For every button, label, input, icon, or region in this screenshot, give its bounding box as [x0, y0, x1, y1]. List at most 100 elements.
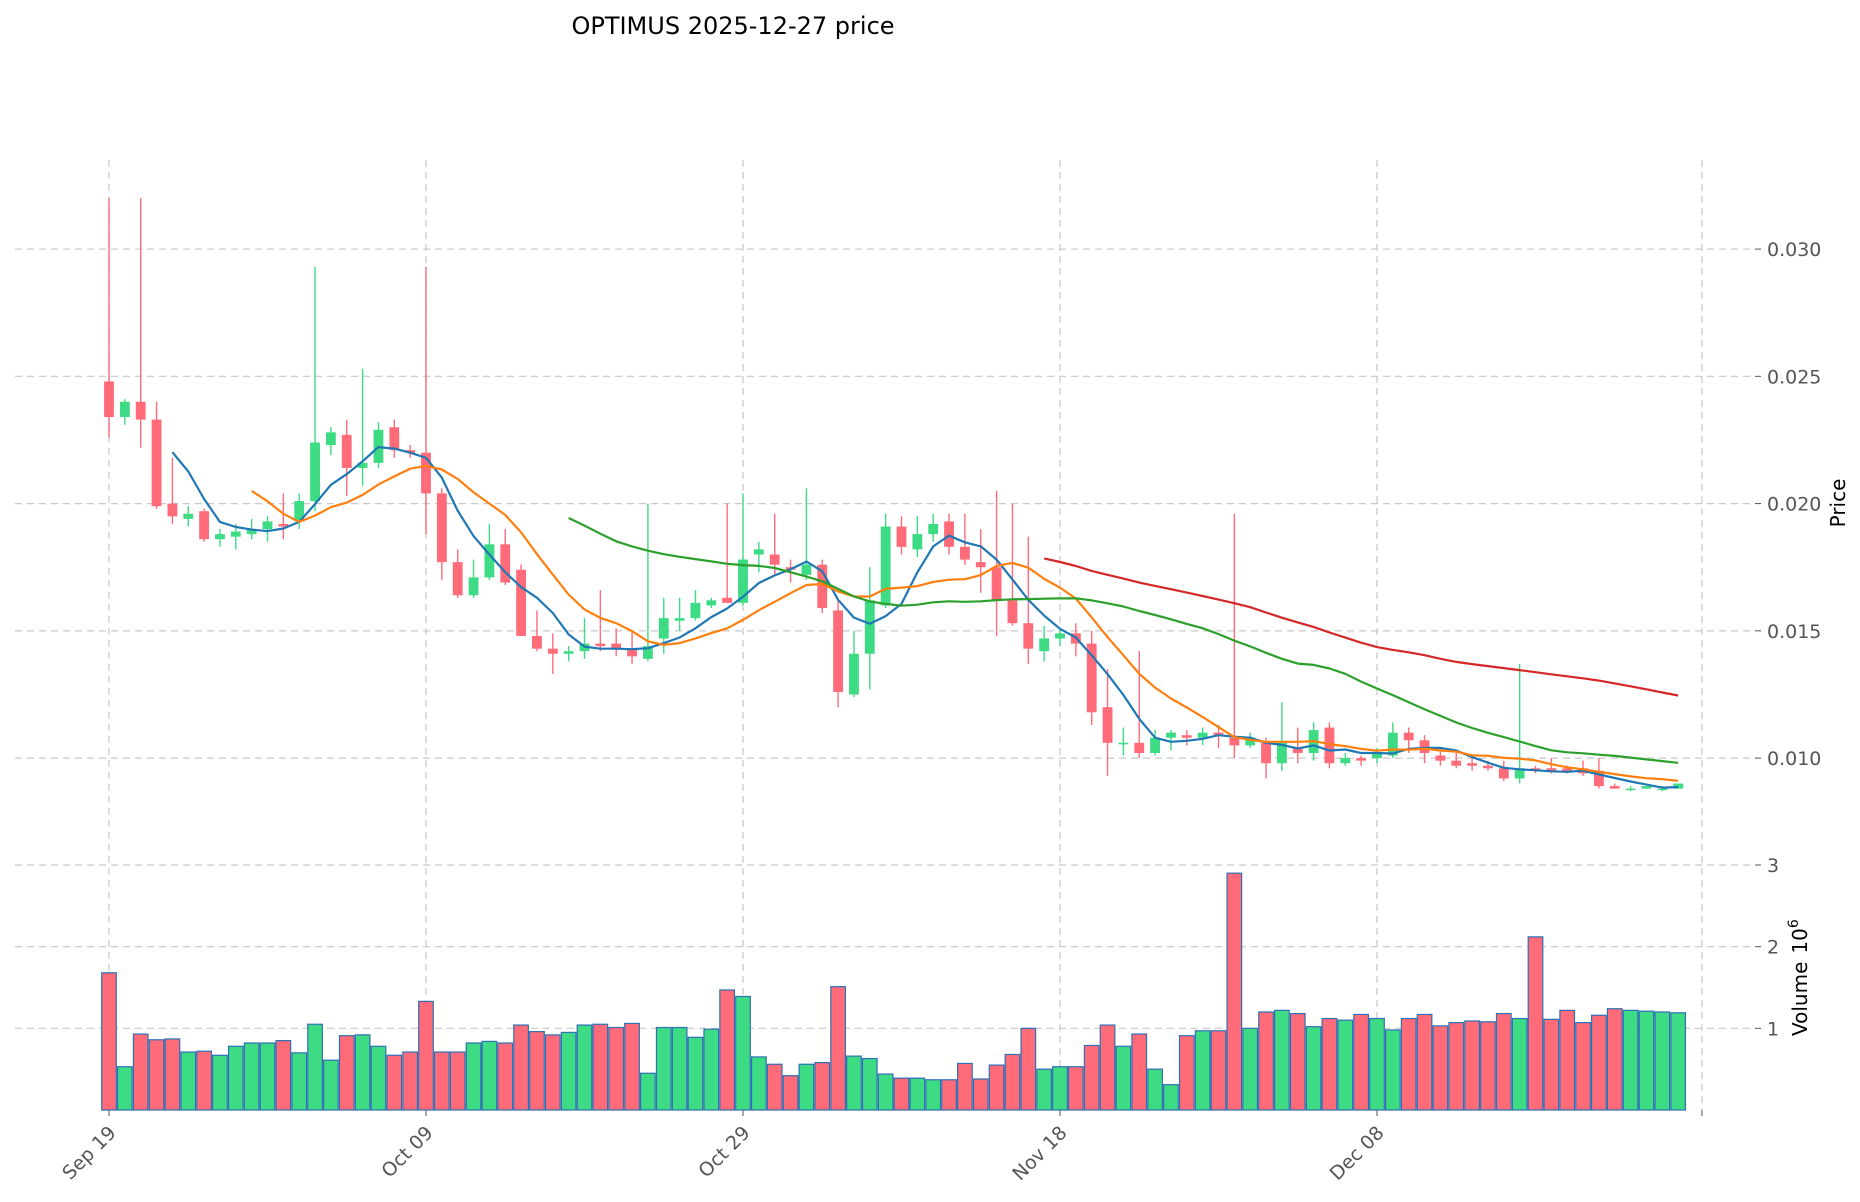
- ma-line-ma60: [1043, 557, 1679, 697]
- candle-body: [421, 452, 431, 494]
- candle-body: [389, 427, 400, 451]
- candle-body: [468, 577, 479, 596]
- candle-body: [516, 569, 527, 636]
- volume-gridlines: [15, 864, 1755, 1029]
- volume-bar: [1353, 1013, 1370, 1111]
- candle-body: [1023, 623, 1034, 649]
- volume-bar: [1400, 1017, 1417, 1111]
- volume-bar: [1052, 1066, 1068, 1111]
- candle-body: [199, 511, 210, 540]
- volume-bar: [338, 1035, 355, 1111]
- volume-bar: [909, 1077, 926, 1111]
- volume-bar: [275, 1039, 292, 1111]
- candle-body: [1276, 742, 1287, 764]
- volume-bar: [592, 1023, 609, 1111]
- candle-body: [912, 534, 923, 550]
- volume-bar: [1591, 1014, 1607, 1111]
- candle-body: [928, 523, 939, 535]
- volume-bar: [1638, 1010, 1655, 1111]
- candle-body: [611, 643, 622, 649]
- price-tick-label: 0.010: [1767, 748, 1821, 770]
- price-axis-ticks: 0.010 0.015 0.020 0.025 0.030: [1755, 239, 1821, 770]
- volume-bar: [386, 1054, 403, 1111]
- candle-body: [1435, 755, 1446, 761]
- ma-line-ma10: [251, 464, 1679, 782]
- candle-body: [817, 564, 828, 608]
- volume-bar: [1226, 872, 1243, 1111]
- candle-body: [1150, 737, 1161, 754]
- candle-body: [1419, 740, 1430, 754]
- candle-body: [880, 526, 891, 606]
- volume-bar: [1274, 1009, 1290, 1111]
- volume-bar: [323, 1059, 339, 1111]
- price-tick-label: 0.015: [1767, 621, 1821, 643]
- volume-bar: [1384, 1029, 1401, 1111]
- candle-body: [1451, 760, 1462, 766]
- volume-bar: [1067, 1066, 1084, 1111]
- candle-body: [1292, 747, 1303, 754]
- candle-body: [452, 562, 463, 596]
- candle-body: [627, 648, 637, 657]
- volume-bar: [1464, 1020, 1480, 1111]
- candle-body: [658, 618, 669, 639]
- ma-line-ma30: [568, 517, 1679, 764]
- candle-body: [1625, 788, 1636, 791]
- candle-body: [357, 462, 368, 468]
- volume-bar: [719, 989, 736, 1111]
- candle-body: [1229, 737, 1240, 746]
- volume-bar: [1337, 1019, 1354, 1111]
- volume-bar: [671, 1026, 688, 1111]
- candle-body: [753, 549, 764, 555]
- volume-bar: [877, 1073, 894, 1111]
- volume-bar: [1083, 1044, 1100, 1111]
- candle-body: [864, 600, 875, 654]
- volume-bar: [1178, 1035, 1195, 1111]
- volume-bar: [1163, 1084, 1179, 1111]
- candle-body: [563, 651, 574, 654]
- volume-bar: [1289, 1013, 1306, 1111]
- volume-bar: [941, 1079, 957, 1111]
- candle-body: [246, 529, 257, 535]
- moving-average-lines: [171, 446, 1679, 789]
- volume-bar: [957, 1062, 973, 1111]
- volume-bar: [925, 1079, 942, 1111]
- candle-body: [1593, 770, 1604, 787]
- volume-bar: [1099, 1024, 1116, 1111]
- volume-bar: [1448, 1022, 1465, 1111]
- volume-bar: [116, 1066, 133, 1111]
- volume-bar: [307, 1023, 323, 1111]
- candle-body: [642, 646, 653, 659]
- volume-bar: [703, 1028, 720, 1111]
- price-gridlines: [15, 160, 1755, 1110]
- ma-line-ma5: [171, 446, 1679, 789]
- candle-body: [849, 653, 859, 695]
- candle-body: [1546, 768, 1557, 771]
- candle-body: [262, 521, 273, 530]
- candle-body: [167, 503, 178, 517]
- candle-body: [405, 450, 416, 453]
- candle-body: [1673, 783, 1684, 789]
- x-tick-label: Oct 29: [694, 1122, 754, 1182]
- candle-body: [484, 544, 495, 578]
- volume-bar: [1511, 1017, 1528, 1111]
- candle-body: [722, 597, 733, 603]
- candle-body: [1387, 732, 1398, 756]
- volume-bar: [1495, 1013, 1512, 1111]
- volume-bar: [1194, 1030, 1211, 1111]
- volume-bar: [1321, 1017, 1338, 1111]
- volume-bar: [212, 1054, 228, 1111]
- volume-bar: [1670, 1012, 1687, 1111]
- candle-body: [325, 432, 336, 446]
- candle-body: [532, 635, 542, 649]
- volume-bar: [814, 1062, 831, 1111]
- volume-bar: [513, 1024, 529, 1111]
- volume-bar: [640, 1072, 656, 1111]
- candle-body: [294, 501, 305, 522]
- volume-label-base: 10: [1788, 928, 1812, 953]
- candle-body: [1372, 753, 1382, 759]
- volume-bar: [624, 1022, 640, 1111]
- candle-body: [1039, 638, 1050, 652]
- volume-bar: [1543, 1018, 1560, 1111]
- volume-bar: [465, 1042, 482, 1111]
